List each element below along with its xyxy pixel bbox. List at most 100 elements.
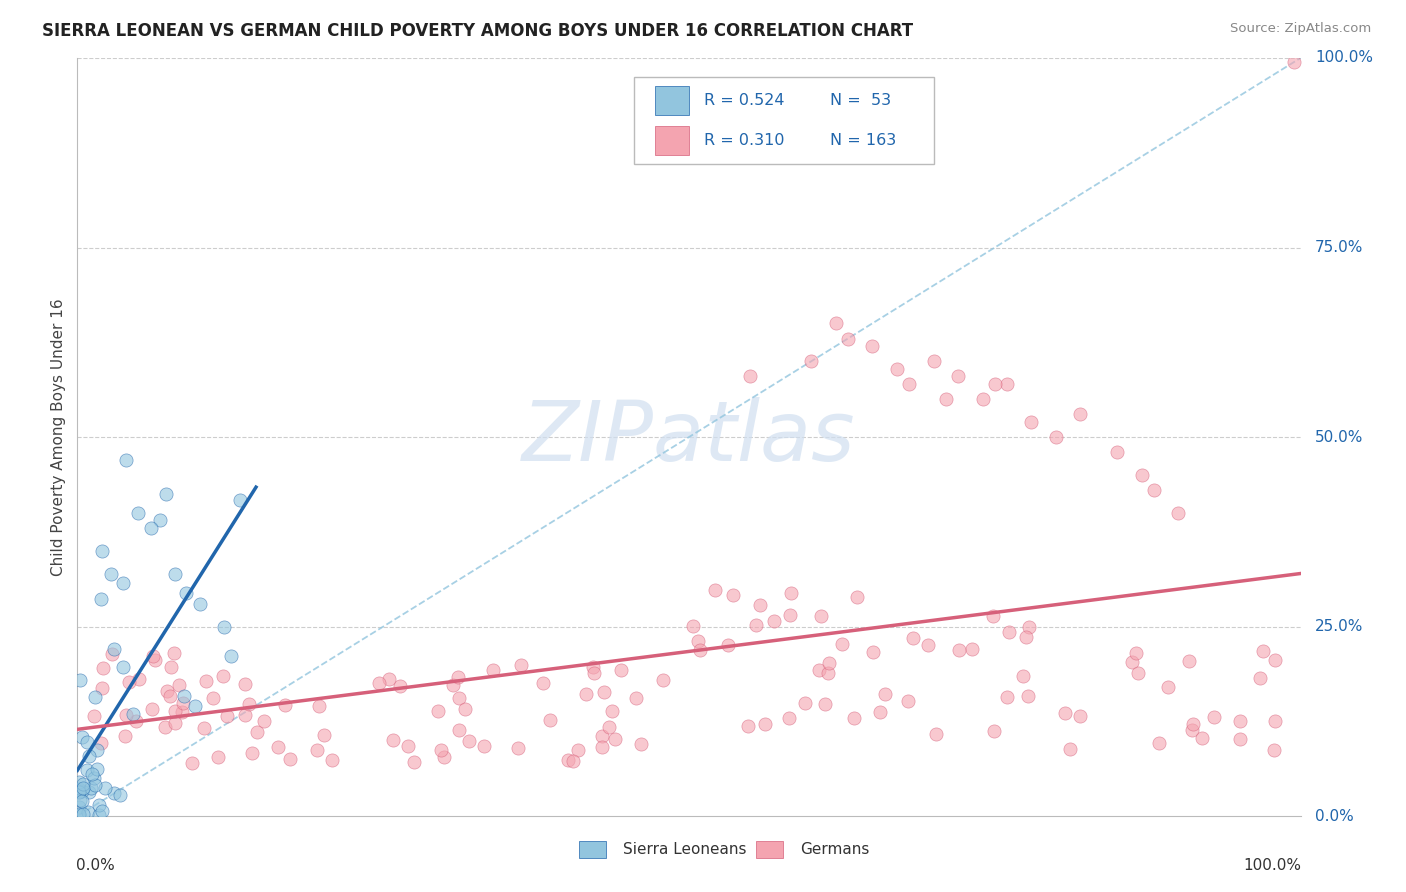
Point — [273, 698, 295, 712]
Point — [112, 659, 135, 673]
Point — [118, 675, 141, 690]
Point — [90, 543, 112, 558]
Point — [1177, 654, 1199, 668]
Bar — [579, 841, 606, 858]
Point — [813, 697, 835, 711]
Point — [748, 598, 770, 612]
Point — [321, 753, 343, 767]
Point — [128, 672, 150, 686]
Point — [447, 670, 470, 684]
Point — [794, 696, 817, 710]
Point — [1021, 415, 1043, 429]
Point — [103, 786, 125, 800]
Point — [862, 645, 884, 659]
Point — [922, 354, 945, 368]
Point — [598, 721, 620, 735]
Y-axis label: Child Poverty Among Boys Under 16: Child Poverty Among Boys Under 16 — [51, 298, 66, 576]
Point — [69, 673, 91, 687]
Point — [1264, 714, 1286, 728]
Point — [67, 800, 90, 814]
Bar — [655, 87, 689, 115]
Point — [77, 749, 100, 764]
Point — [592, 685, 614, 699]
Point — [115, 707, 138, 722]
Point — [844, 711, 866, 725]
Point — [1018, 620, 1040, 634]
Point — [1069, 709, 1091, 723]
Bar — [655, 126, 689, 155]
Text: Sierra Leoneans: Sierra Leoneans — [623, 842, 747, 857]
Point — [229, 492, 252, 507]
Text: Source: ZipAtlas.com: Source: ZipAtlas.com — [1230, 22, 1371, 36]
Point — [87, 808, 110, 822]
FancyBboxPatch shape — [634, 77, 934, 164]
Point — [308, 699, 330, 714]
Point — [72, 794, 94, 808]
Point — [778, 711, 800, 725]
Text: 75.0%: 75.0% — [1315, 240, 1364, 255]
Point — [108, 788, 131, 802]
Point — [1157, 680, 1180, 694]
Point — [429, 743, 451, 757]
Text: ZIPatlas: ZIPatlas — [522, 397, 856, 477]
Point — [233, 708, 256, 723]
Point — [1191, 731, 1213, 745]
Point — [142, 648, 165, 663]
Point — [124, 714, 146, 728]
Point — [103, 642, 125, 657]
Point — [67, 806, 90, 821]
Point — [1069, 407, 1091, 421]
Point — [624, 690, 647, 705]
Point — [1182, 717, 1205, 731]
Point — [159, 689, 181, 703]
Point — [181, 756, 204, 770]
Point — [212, 668, 235, 682]
Point — [582, 666, 605, 681]
Point — [837, 331, 859, 345]
Point — [156, 684, 179, 698]
Point — [217, 709, 239, 723]
Point — [141, 702, 163, 716]
Point — [1181, 723, 1204, 737]
Point — [740, 369, 762, 384]
Text: R = 0.310: R = 0.310 — [703, 133, 785, 148]
Point — [531, 676, 554, 690]
Point — [630, 737, 652, 751]
Text: N = 163: N = 163 — [830, 133, 896, 148]
Point — [233, 677, 256, 691]
Point — [162, 646, 184, 660]
Point — [449, 723, 471, 738]
Point — [984, 376, 1007, 391]
Point — [253, 714, 276, 728]
Point — [83, 709, 105, 723]
Point — [800, 354, 823, 368]
Point — [100, 566, 122, 581]
Point — [1012, 669, 1035, 683]
Point — [184, 698, 207, 713]
Point — [1107, 445, 1129, 459]
Point — [1045, 430, 1067, 444]
Point — [1015, 630, 1038, 644]
Point — [111, 575, 134, 590]
Point — [981, 609, 1004, 624]
Point — [1251, 644, 1274, 658]
Point — [510, 658, 533, 673]
Point — [481, 664, 503, 678]
Point — [139, 521, 162, 535]
Point — [898, 376, 921, 391]
Point — [84, 778, 107, 792]
Point — [202, 690, 225, 705]
Point — [267, 739, 290, 754]
Point — [173, 689, 195, 703]
Point — [76, 735, 98, 749]
Point — [875, 687, 897, 701]
Point — [1053, 706, 1076, 720]
Point — [67, 781, 90, 796]
Point — [896, 694, 918, 708]
Point — [165, 566, 187, 581]
Point — [689, 643, 711, 657]
Point — [457, 734, 479, 748]
Point — [280, 752, 302, 766]
Point — [561, 754, 583, 768]
Point — [1167, 506, 1189, 520]
